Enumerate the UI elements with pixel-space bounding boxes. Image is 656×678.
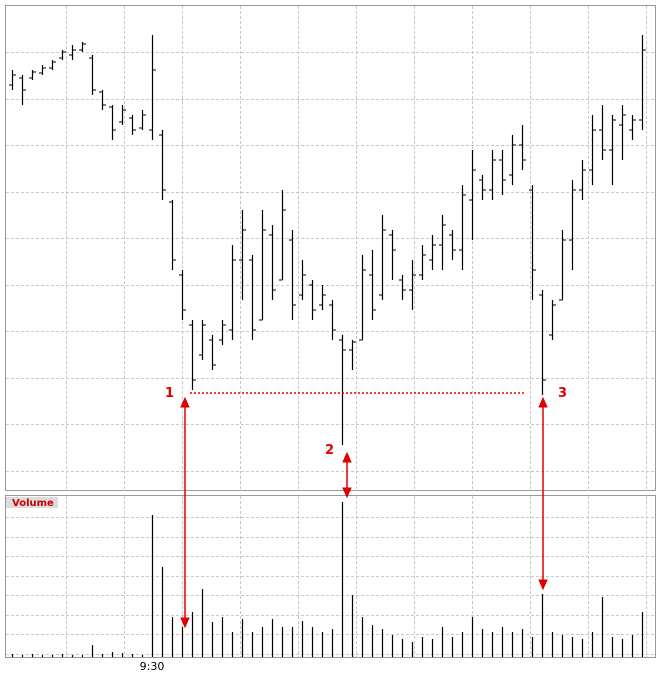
- arrowhead: [180, 617, 190, 629]
- arrowhead: [538, 579, 548, 591]
- arrowhead: [180, 396, 190, 408]
- volume-label-bg: [6, 497, 58, 508]
- annotation: 2: [325, 443, 334, 458]
- x-tick-label: 9:30: [140, 660, 165, 673]
- volume-label: Volume: [12, 498, 54, 509]
- grid: [6, 6, 655, 657]
- price-panel: [5, 5, 656, 491]
- arrowhead: [342, 487, 352, 499]
- annotations: 1 2 3: [165, 386, 567, 629]
- arrowhead: [538, 396, 548, 408]
- annotation: 1: [165, 386, 174, 401]
- arrowhead: [342, 451, 352, 463]
- marks: 9:30: [9, 35, 646, 673]
- annotation: 3: [558, 386, 567, 401]
